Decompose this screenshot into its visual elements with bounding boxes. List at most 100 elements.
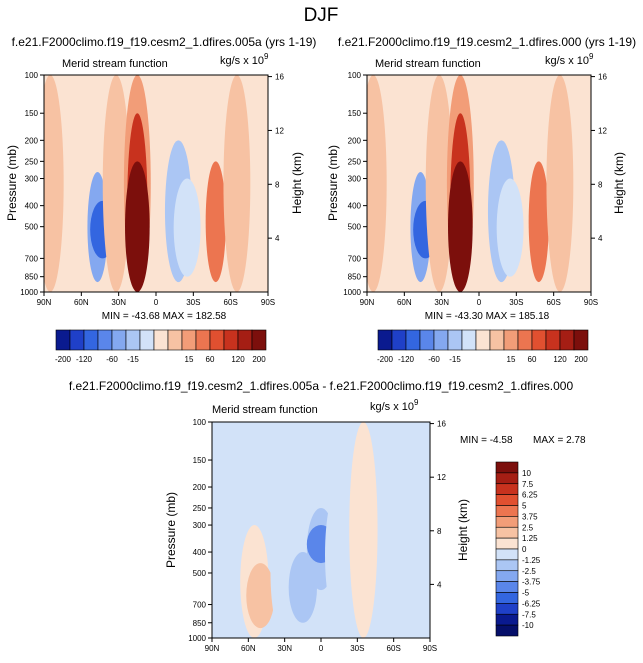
- colorbar-label: -15: [449, 355, 461, 364]
- panel-2-plot: 90N 60N 30N 0 30S 60S 90S 100 150 200 250 300 400 500…: [343, 71, 607, 307]
- colorbar-swatch: [503, 329, 519, 351]
- colorbar-swatch: [167, 329, 183, 351]
- colorbar-swatch: [495, 548, 519, 561]
- y-right-tick-label: 16: [275, 73, 284, 82]
- contour-region: [496, 178, 524, 277]
- colorbar-swatch: [489, 329, 505, 351]
- colorbar-label: 5: [522, 502, 527, 511]
- y-tick-label: 1000: [20, 288, 38, 297]
- contour-region: [367, 75, 387, 292]
- colorbar-label: -2.5: [522, 567, 536, 576]
- y-right-tick-label: 4: [437, 580, 442, 589]
- colorbar-swatch: [545, 329, 561, 351]
- panel-3-units: kg/s x 109: [370, 398, 419, 413]
- panel-1: f.e21.F2000climo.f19_f19.cesm2_1.dfires.…: [5, 35, 316, 322]
- y-right-tick-label: 12: [437, 473, 446, 482]
- colorbar-swatch: [495, 494, 519, 506]
- colorbar-swatch: [153, 329, 169, 351]
- colorbar-label: -120: [76, 355, 93, 364]
- colorbar-swatch: [495, 581, 519, 593]
- contour-region: [205, 161, 226, 283]
- colorbar-swatch: [377, 329, 393, 351]
- y-right-tick-label: 12: [275, 126, 284, 135]
- panel-1-units: kg/s x 109: [220, 52, 269, 67]
- colorbar-label: 10: [522, 469, 531, 478]
- panel-1-units-exp: 9: [264, 52, 269, 61]
- y-tick-label: 100: [348, 71, 362, 80]
- colorbar-swatch: [559, 329, 575, 351]
- panel-3-plot: 90N 60N 30N 0 30S 60S 90S 100 150 200 250 300 400 500…: [188, 418, 446, 653]
- y-tick-label: 150: [25, 109, 39, 118]
- panel-2-title: f.e21.F2000climo.f19_f19.cesm2_1.dfires.…: [338, 35, 636, 49]
- x-tick-label: 0: [319, 644, 324, 653]
- x-tick-label: 60N: [241, 644, 256, 653]
- panel-2-stats: MIN = -43.30 MAX = 185.18: [425, 311, 550, 322]
- panel-3-units-base: kg/s x 10: [370, 401, 414, 413]
- y-tick-label: 150: [348, 109, 362, 118]
- y-tick-label: 250: [25, 157, 39, 166]
- x-tick-label: 0: [154, 298, 159, 307]
- y-tick-label: 200: [193, 483, 207, 492]
- y-right-tick-label: 4: [598, 234, 603, 243]
- y-tick-label: 1000: [188, 634, 206, 643]
- colorbar-label: -3.75: [522, 578, 541, 587]
- contour-region: [223, 75, 251, 292]
- y-tick-label: 250: [193, 504, 207, 513]
- colorbar-swatch: [495, 516, 519, 528]
- y-tick-label: 300: [348, 175, 362, 184]
- colorbar-swatch: [461, 329, 477, 351]
- y-tick-label: 200: [348, 136, 362, 145]
- y-tick-label: 500: [193, 569, 207, 578]
- y-tick-label: 200: [25, 136, 39, 145]
- x-tick-label: 60N: [397, 298, 412, 307]
- y-tick-label: 700: [193, 601, 207, 610]
- y-right-tick-label: 4: [275, 234, 280, 243]
- colorbar-swatch: [495, 613, 519, 626]
- colorbar-top-left: -200 -120 -60 -15 15 60 120 200: [55, 329, 267, 364]
- y-tick-label: 400: [25, 202, 39, 211]
- panel-2-subtitle-left: Merid stream function: [375, 58, 481, 70]
- y-right-tick-label: 12: [598, 126, 607, 135]
- y-tick-label: 500: [25, 223, 39, 232]
- y-tick-label: 400: [193, 548, 207, 557]
- colorbar-label: 60: [528, 355, 537, 364]
- x-tick-label: 90N: [360, 298, 375, 307]
- y-tick-label: 850: [348, 273, 362, 282]
- colorbar-label: -5: [522, 589, 530, 598]
- colorbar-swatch: [495, 472, 519, 485]
- panel-2-ylabel-right: Height (km): [612, 152, 626, 214]
- colorbar-swatch: [531, 329, 547, 351]
- colorbar-label: 15: [185, 355, 194, 364]
- colorbar-top-right: -200 -120 -60 -15 15 60 120 200: [377, 329, 589, 364]
- colorbar-swatch: [405, 329, 421, 351]
- contour-region: [349, 422, 378, 638]
- panel-1-stats: MIN = -43.68 MAX = 182.58: [102, 311, 227, 322]
- y-tick-label: 100: [193, 418, 207, 427]
- colorbar-label: -1.25: [522, 556, 541, 565]
- y-right-tick-label: 16: [598, 73, 607, 82]
- panel-2-units: kg/s x 109: [545, 52, 594, 67]
- colorbar-swatch: [495, 559, 519, 572]
- y-tick-label: 700: [348, 254, 362, 263]
- contour-region: [546, 75, 574, 292]
- colorbar-label: 120: [553, 355, 567, 364]
- colorbar-swatch: [495, 624, 519, 637]
- x-tick-label: 0: [477, 298, 482, 307]
- contour-region: [102, 75, 130, 292]
- colorbar-swatch: [495, 461, 519, 474]
- x-tick-label: 30N: [277, 644, 292, 653]
- colorbar-label: 200: [252, 355, 266, 364]
- colorbar-label: 6.25: [522, 491, 538, 500]
- y-tick-label: 850: [193, 619, 207, 628]
- x-tick-label: 60S: [547, 298, 561, 307]
- colorbar-label: -15: [127, 355, 139, 364]
- colorbar-swatch: [69, 329, 85, 351]
- colorbar-label: 3.75: [522, 512, 538, 521]
- x-tick-label: 30N: [111, 298, 126, 307]
- panel-1-ylabel: Pressure (mb): [5, 145, 19, 221]
- colorbar-label: 1.25: [522, 534, 538, 543]
- contour-region: [212, 422, 239, 638]
- panel-3: f.e21.F2000climo.f19_f19.cesm2_1.dfires.…: [69, 379, 586, 653]
- colorbar-swatch: [83, 329, 99, 351]
